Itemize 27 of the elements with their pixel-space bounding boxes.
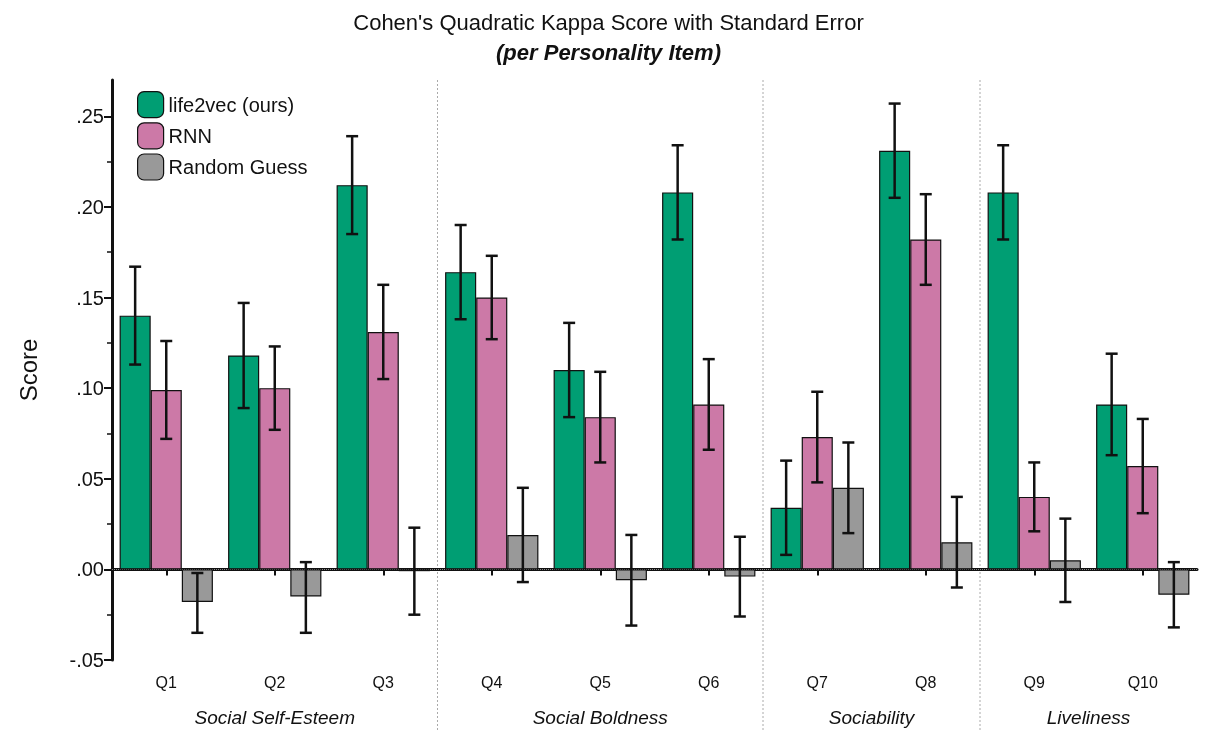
x-tick-label: Q4	[481, 673, 503, 691]
x-tick-label: Q6	[698, 673, 720, 691]
text: Sociability	[828, 707, 916, 728]
y-tick-label: .20	[76, 195, 104, 218]
x-tick-label: Q10	[1127, 673, 1158, 691]
legend-label: Random Guess	[168, 156, 308, 178]
chart-title: Cohen's Quadratic Kappa Score with Standard Error	[353, 9, 864, 35]
x-tick-label: Q8	[915, 673, 937, 691]
x-tick-label: Q2	[264, 673, 286, 691]
x-tick-label: Q1	[155, 673, 178, 691]
y-tick-label: -.05	[69, 649, 104, 671]
y-tick-label: .05	[76, 467, 104, 490]
text: Liveliness	[1046, 707, 1131, 728]
y-tick-label: .10	[76, 377, 104, 400]
chart-subtitle: (per Personality Item)	[496, 39, 721, 65]
x-tick-label: Q5	[589, 673, 612, 691]
legend-label: life2vec (ours)	[168, 93, 295, 116]
legend-label: RNN	[168, 124, 212, 147]
x-tick-label: Q7	[806, 673, 829, 691]
x-tick-label: Q3	[372, 673, 395, 691]
text: Social Boldness	[532, 707, 669, 728]
y-tick-label: .15	[76, 286, 104, 309]
text: Social Self-Esteem	[194, 707, 356, 728]
x-tick-label: Q9	[1023, 673, 1046, 691]
y-tick-label: .00	[76, 558, 104, 581]
y-tick-label: .25	[76, 105, 104, 128]
y-axis-title: Score	[14, 338, 42, 402]
